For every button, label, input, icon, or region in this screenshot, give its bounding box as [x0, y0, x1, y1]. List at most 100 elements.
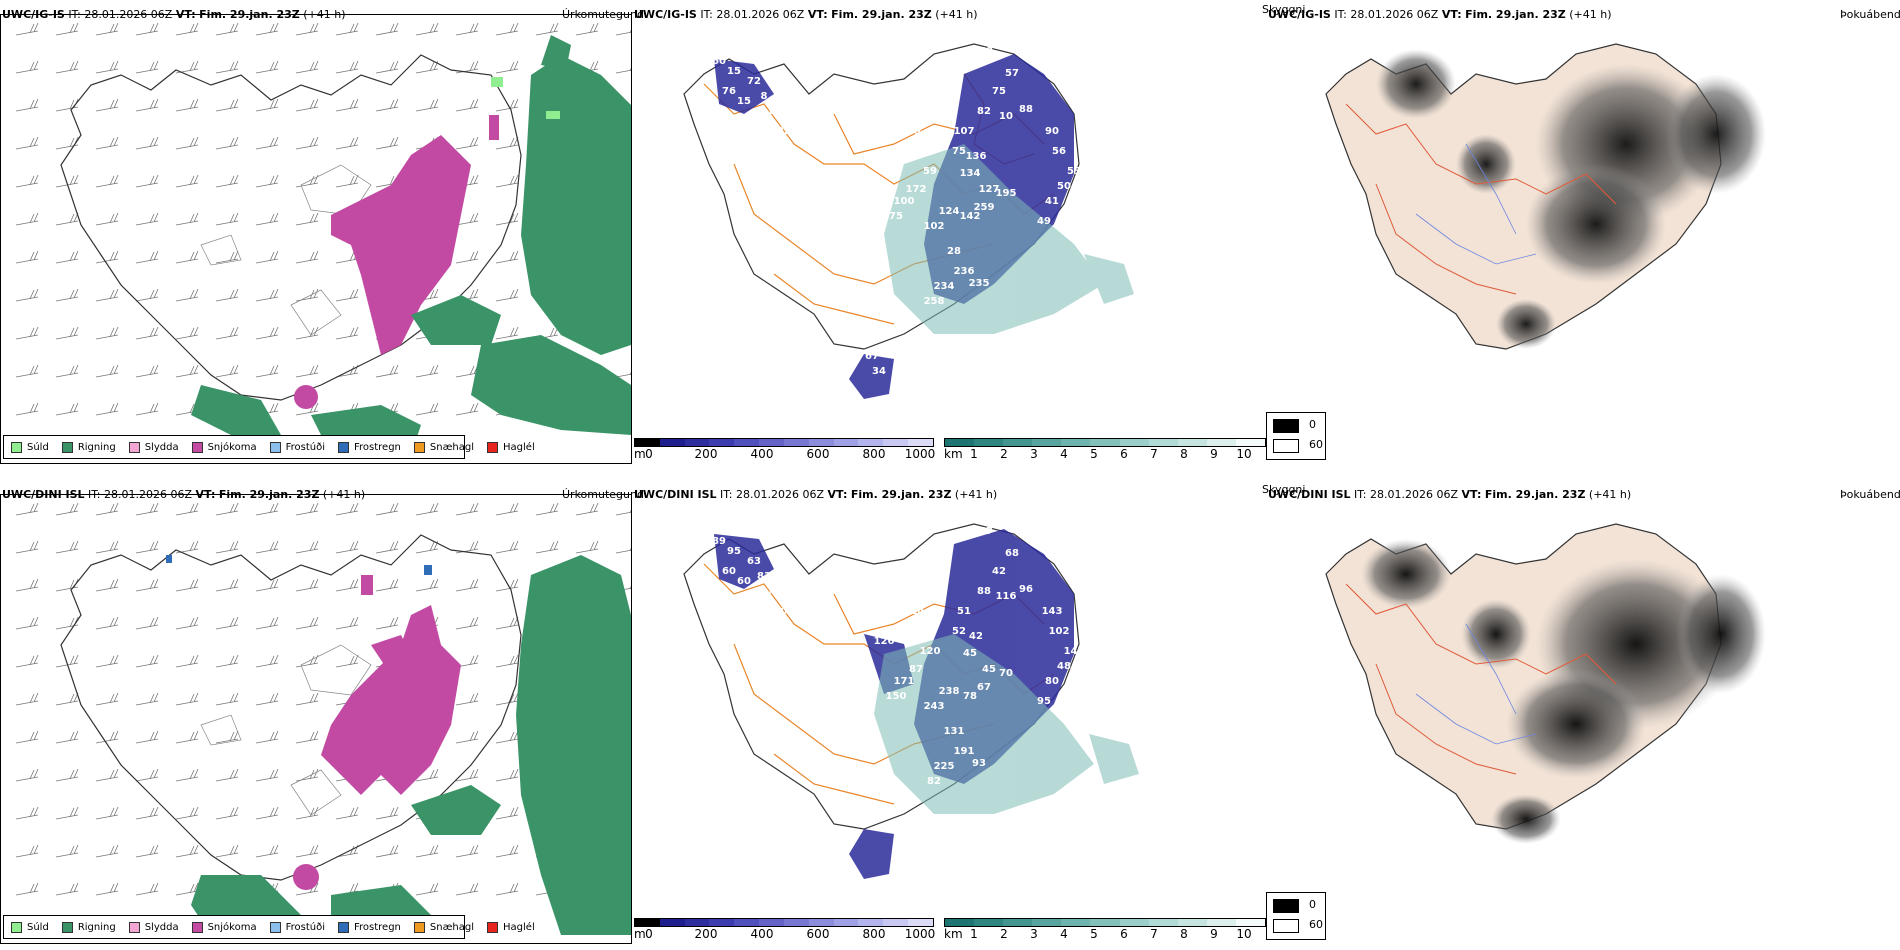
wind-barb: [295, 250, 319, 264]
wind-barb: [615, 67, 631, 74]
legend-swatch: [11, 441, 22, 453]
visibility-tick: 2: [1000, 927, 1008, 941]
cloud-base-label: 238: [939, 686, 960, 697]
legend-item: Slydda: [128, 921, 179, 933]
legend-label: Slydda: [144, 441, 179, 453]
it-value: 28.01.2026 06Z: [716, 8, 805, 21]
wind-barb: [255, 806, 279, 820]
wind-barb: [255, 502, 279, 516]
wind-barb: [15, 364, 39, 378]
wind-barb: [375, 22, 399, 36]
it-label: IT:: [1354, 488, 1367, 501]
wind-barb: [495, 22, 519, 36]
wind-barb: [495, 730, 519, 744]
height-tick: 200: [694, 927, 718, 941]
legend-item: Frostúði: [269, 921, 325, 933]
wind-barb: [15, 578, 39, 592]
cloud-base-label: 68: [1005, 548, 1019, 559]
visibility-tick: 10: [1236, 927, 1252, 941]
cloud-base-label: 83: [757, 571, 771, 582]
wind-barb: [135, 250, 159, 264]
wind-barb: [495, 60, 519, 74]
wind-barb: [95, 174, 119, 188]
wind-barb: [495, 98, 519, 112]
wind-barb: [335, 136, 359, 150]
cloud-base-label: 59: [923, 166, 937, 177]
wind-barb: [375, 502, 399, 516]
precip-legend: Súld Rigning Slydda Snjókoma Frostúði Fr…: [3, 915, 535, 939]
cloud-header: UWC/IG-IS IT: 28.01.2026 06Z VT: Fim. 29…: [634, 7, 978, 23]
height-tick: 1000: [904, 927, 936, 941]
wind-barb: [135, 540, 159, 554]
legend-item: Haglél: [487, 441, 535, 453]
visibility-tick: 6: [1120, 447, 1128, 461]
fog-legend: 0 60: [1266, 412, 1326, 460]
river-network: [1415, 143, 1537, 265]
visibility-tick: 1: [970, 447, 978, 461]
wind-barb: [135, 616, 159, 630]
river-network: [1415, 623, 1537, 745]
height-tick: 1000: [904, 447, 936, 461]
legend-item: Snæhagl: [413, 441, 474, 453]
wind-barb: [215, 174, 239, 188]
cloud-base-label: 127: [979, 184, 1000, 195]
wind-barb: [135, 212, 159, 226]
wind-barb: [215, 806, 239, 820]
cloud-base-label: 16: [702, 101, 716, 112]
cloud-base-label: 124: [939, 206, 960, 217]
wind-barb: [375, 136, 399, 150]
wind-barb: [495, 844, 519, 858]
cloud-base-label: 195: [996, 188, 1017, 199]
wind-barb: [455, 402, 479, 416]
vt-label: VT:: [827, 488, 848, 501]
wind-barb: [455, 98, 479, 112]
wind-barb: [55, 540, 79, 554]
cloud-base-label: 51: [957, 606, 971, 617]
it-value: 28.01.2026 06Z: [1350, 8, 1439, 21]
wind-barb: [95, 768, 119, 782]
wind-barb: [415, 768, 439, 782]
cloud-base-label: 172: [906, 184, 927, 195]
wind-barb: [415, 844, 439, 858]
cloud-base-label: 82: [977, 106, 991, 117]
wind-barb: [415, 882, 439, 896]
fog-legend-label: 60: [1309, 438, 1323, 451]
wind-barb: [135, 364, 159, 378]
wind-barb: [455, 616, 479, 630]
visibility-tick: 2: [1000, 447, 1008, 461]
wind-barb: [535, 502, 559, 516]
cloud-base-label: 225: [934, 761, 955, 772]
wind-barb: [495, 654, 519, 668]
wind-barb: [335, 326, 359, 340]
wind-barb: [375, 844, 399, 858]
wind-barb: [295, 768, 319, 782]
fog-header: UWC/DINI ISL IT: 28.01.2026 06Z VT: Fim.…: [1268, 487, 1631, 503]
wind-barb: [215, 730, 239, 744]
precip-type-map: Súld Rigning Slydda Snjókoma Frostúði Fr…: [0, 14, 632, 464]
snow-area: [293, 575, 461, 890]
wind-barb: [295, 730, 319, 744]
fog-swatch-clear: [1273, 439, 1299, 453]
cloud-base-label: 10: [999, 111, 1013, 122]
wind-barb: [175, 806, 199, 820]
wind-barb: [455, 136, 479, 150]
wind-barb: [135, 730, 159, 744]
wind-barb: [215, 326, 239, 340]
wind-barb: [135, 288, 159, 302]
cloud-base-label: 28: [947, 246, 961, 257]
cloud-base-label: 96: [1019, 584, 1033, 595]
height-tick: 600: [806, 447, 830, 461]
cloud-base-label: 88: [1019, 104, 1033, 115]
wind-barb: [15, 60, 39, 74]
visibility-tick: 4: [1060, 927, 1068, 941]
wind-barb: [55, 402, 79, 416]
legend-label: Snæhagl: [429, 921, 475, 933]
cloud-base-label: 34: [872, 366, 886, 377]
wind-barb: [255, 22, 279, 36]
model-name: UWC/IG-IS: [634, 8, 697, 21]
cloud-base-label: 52: [952, 626, 966, 637]
wind-barb: [135, 60, 159, 74]
height-tick: 800: [862, 447, 886, 461]
cloud-base-label: 142: [960, 211, 981, 222]
wind-barb: [495, 578, 519, 592]
